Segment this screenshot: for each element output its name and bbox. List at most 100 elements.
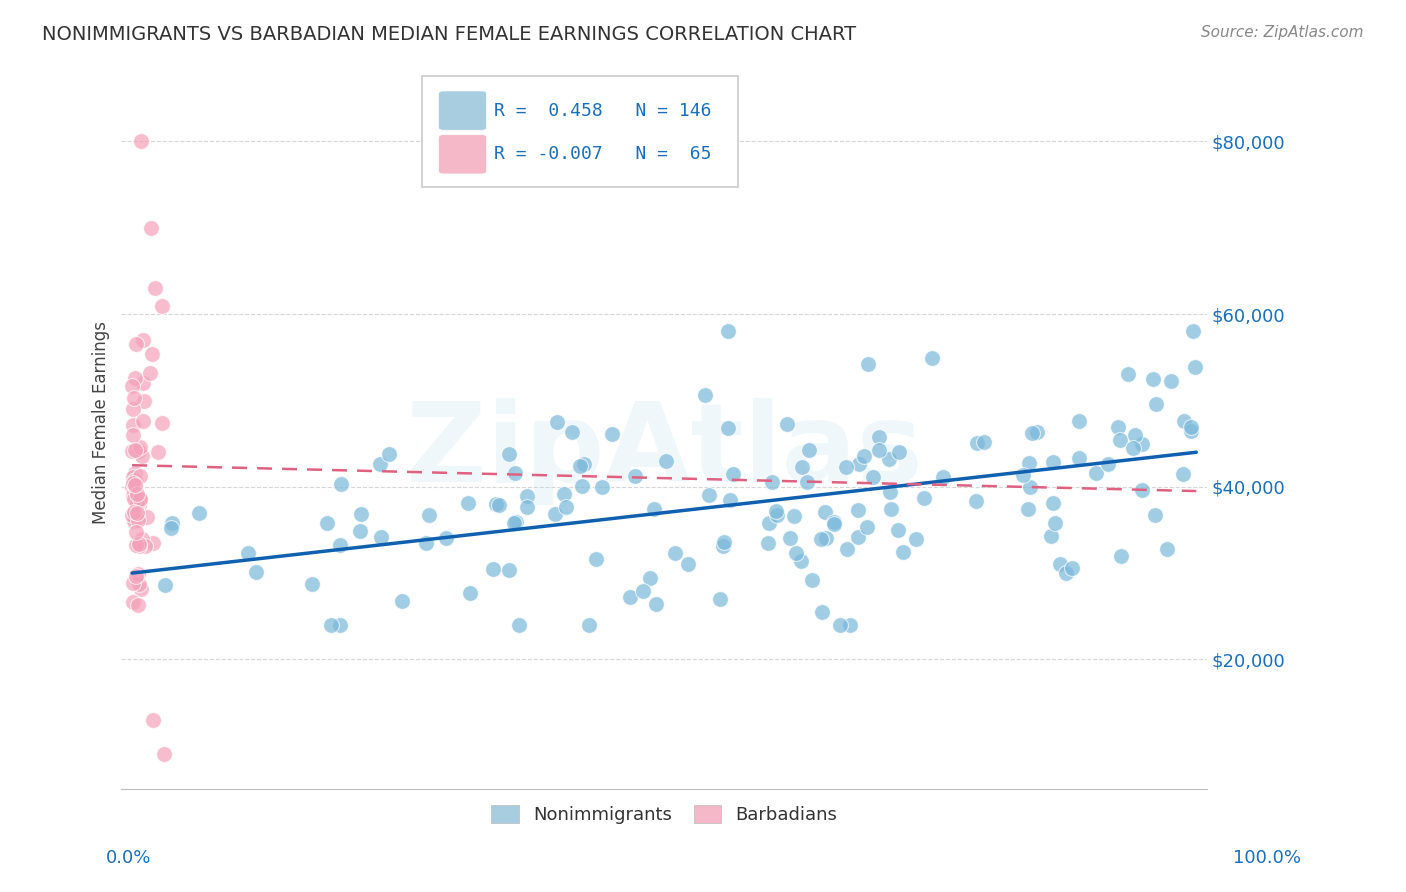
Point [1039, 529, 1062, 543]
Point [879, 485, 901, 500]
Point [1067, 450, 1090, 465]
Point [121, 428, 143, 442]
Point [319, 618, 342, 632]
Point [505, 515, 527, 529]
Point [838, 618, 860, 632]
Point [569, 458, 592, 473]
Point [600, 427, 623, 442]
Point [655, 454, 678, 468]
Point [188, 507, 211, 521]
Point [1043, 516, 1066, 531]
Point [574, 457, 596, 471]
Point [121, 417, 143, 432]
Point [756, 536, 779, 550]
Point [124, 466, 146, 480]
Point [891, 545, 914, 559]
Point [128, 498, 150, 512]
Point [830, 618, 852, 632]
Point [578, 618, 600, 632]
Point [134, 539, 156, 553]
Point [761, 475, 783, 490]
Point [1180, 420, 1202, 434]
Point [127, 498, 149, 512]
Point [645, 597, 668, 611]
Point [132, 376, 155, 391]
Point [132, 414, 155, 428]
Point [823, 516, 845, 531]
Point [153, 747, 176, 762]
Point [124, 480, 146, 494]
Point [122, 511, 145, 525]
Point [835, 542, 858, 557]
Point [160, 516, 183, 531]
Point [846, 503, 869, 517]
Point [1108, 433, 1130, 447]
Point [853, 449, 876, 463]
Point [128, 537, 150, 551]
Point [124, 474, 146, 488]
Point [329, 618, 352, 632]
Point [877, 452, 900, 467]
Point [811, 605, 834, 619]
Point [1122, 441, 1144, 455]
Point [498, 563, 520, 577]
Point [1116, 368, 1139, 382]
Point [799, 443, 821, 458]
Point [1067, 413, 1090, 427]
Point [142, 713, 165, 727]
Point [350, 507, 373, 521]
Point [150, 299, 173, 313]
Point [783, 509, 806, 524]
Point [127, 567, 149, 582]
Point [121, 401, 143, 416]
Point [370, 530, 392, 544]
Point [503, 516, 526, 531]
Y-axis label: Median Female Earnings: Median Female Earnings [93, 320, 110, 524]
Point [415, 536, 437, 550]
Point [121, 508, 143, 522]
Point [792, 460, 814, 475]
Point [128, 491, 150, 506]
Point [391, 594, 413, 608]
Point [1184, 360, 1206, 375]
Point [810, 532, 832, 546]
Point [160, 521, 183, 535]
Point [1130, 437, 1153, 451]
Point [1160, 374, 1182, 388]
Point [965, 494, 987, 508]
Point [779, 531, 801, 545]
Point [1173, 414, 1195, 428]
Point [457, 496, 479, 510]
Point [145, 281, 167, 295]
Text: 100.0%: 100.0% [1233, 849, 1301, 867]
Point [129, 491, 152, 506]
Point [716, 420, 738, 434]
Point [711, 539, 734, 553]
Text: Source: ZipAtlas.com: Source: ZipAtlas.com [1201, 25, 1364, 40]
Point [122, 485, 145, 500]
Point [709, 591, 731, 606]
Point [150, 417, 173, 431]
Point [125, 524, 148, 539]
Point [886, 524, 908, 538]
Point [1180, 425, 1202, 439]
Point [316, 516, 339, 531]
Point [713, 535, 735, 549]
Legend: Nonimmigrants, Barbadians: Nonimmigrants, Barbadians [484, 798, 844, 831]
Point [1085, 466, 1108, 480]
Point [718, 493, 741, 508]
Point [1130, 483, 1153, 497]
Point [790, 554, 813, 568]
Point [1060, 561, 1083, 575]
Point [1097, 457, 1119, 471]
Text: R =  0.458   N = 146: R = 0.458 N = 146 [494, 102, 711, 120]
Point [973, 434, 995, 449]
Point [904, 532, 927, 546]
Point [553, 486, 575, 500]
Point [1144, 508, 1167, 522]
Point [846, 530, 869, 544]
Point [815, 531, 838, 545]
Point [124, 391, 146, 405]
Point [141, 347, 163, 361]
Point [561, 425, 583, 439]
